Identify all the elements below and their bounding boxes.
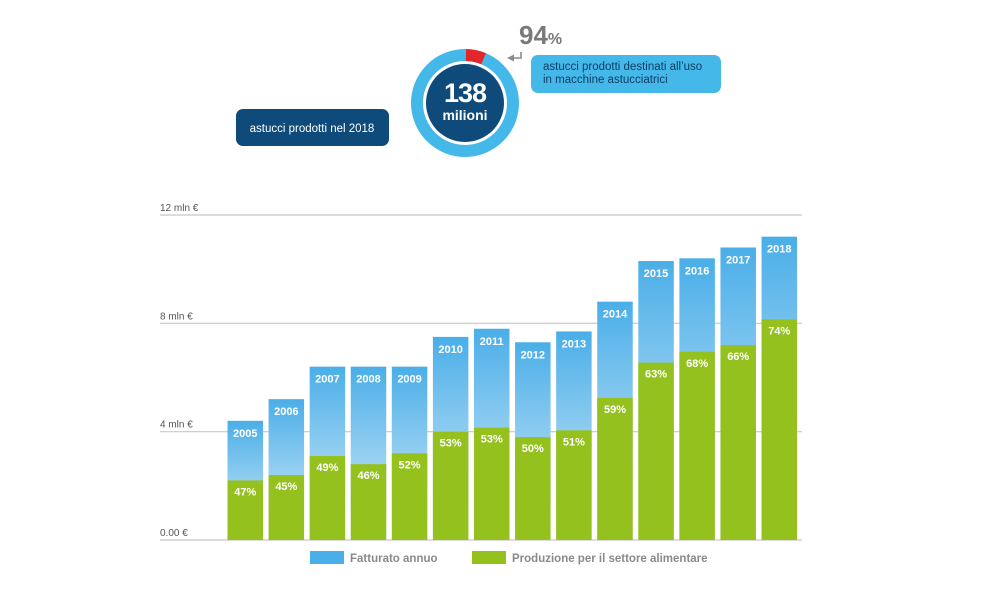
donut-center <box>426 64 504 142</box>
donut-total-value: 138 <box>444 78 487 108</box>
bar-food <box>597 397 633 540</box>
bar-percent-label: 52% <box>399 459 421 471</box>
bar-food <box>679 351 715 540</box>
callout-share <box>531 55 721 93</box>
legend-label-food: Produzione per il settore alimentare <box>512 553 708 565</box>
bar-percent-label: 51% <box>563 436 585 448</box>
share-percent-sign: % <box>548 31 562 48</box>
legend-swatch-food <box>472 551 506 564</box>
y-tick-label: 8 mln € <box>160 311 193 322</box>
bar-year-label: 2014 <box>603 309 628 321</box>
bar-food <box>391 453 428 540</box>
bar-percent-label: 59% <box>604 404 626 416</box>
callout-total <box>236 109 389 146</box>
bar-year-label: 2005 <box>233 428 257 440</box>
callout-total-text: astucci prodotti nel 2018 <box>250 123 375 135</box>
bar-year-label: 2010 <box>438 344 462 356</box>
legend-swatch-revenue <box>310 551 344 564</box>
bar-percent-label: 49% <box>316 462 338 474</box>
bar-food <box>720 345 756 540</box>
bar-food <box>638 362 674 540</box>
bar-year-label: 2013 <box>562 338 586 350</box>
bar-year-label: 2017 <box>726 255 750 267</box>
donut-group: 138 milioni 94% astucci prodotti destina… <box>236 20 721 157</box>
bar-year-label: 2009 <box>397 374 421 386</box>
callout-share-line2: in macchine astucciatrici <box>543 74 668 86</box>
bar-food <box>556 430 592 540</box>
bar-year-label: 2007 <box>315 374 339 386</box>
bar-year-label: 2015 <box>644 268 668 280</box>
share-percent-value: 94 <box>519 20 548 50</box>
legend: Fatturato annuo Produzione per il settor… <box>310 551 708 565</box>
bar-percent-label: 66% <box>727 351 749 363</box>
bar-percent-label: 45% <box>275 481 297 493</box>
donut-gap-segment <box>465 49 486 65</box>
legend-label-revenue: Fatturato annuo <box>350 553 438 565</box>
bar-food <box>350 464 387 540</box>
y-tick-label: 4 mln € <box>160 420 193 431</box>
bar-percent-label: 47% <box>234 486 256 498</box>
share-arrow <box>513 52 522 59</box>
callout-share-line1: astucci prodotti destinati all’uso <box>543 61 702 73</box>
donut-ring <box>411 49 519 157</box>
bar-year-label: 2008 <box>356 374 380 386</box>
bar-percent-label: 63% <box>645 369 667 381</box>
bar-year-label: 2011 <box>480 336 504 348</box>
y-tick-label: 12 mln € <box>160 203 199 214</box>
bar-percent-label: 74% <box>768 325 790 337</box>
bar-food <box>268 475 305 540</box>
share-percent: 94% <box>519 20 562 50</box>
share-arrowhead <box>507 54 514 62</box>
bar-food <box>761 319 798 540</box>
donut-total-unit: milioni <box>442 107 487 123</box>
bar-percent-label: 53% <box>481 434 503 446</box>
bar-food <box>473 427 510 540</box>
bar-year-label: 2012 <box>521 349 545 361</box>
bar-percent-label: 50% <box>522 443 544 455</box>
bar-year-label: 2006 <box>274 406 298 418</box>
bar-percent-label: 46% <box>357 470 379 482</box>
bar-food <box>309 456 346 540</box>
y-tick-label: 0.00 € <box>160 528 188 539</box>
bar-percent-label: 68% <box>686 358 708 370</box>
bar-percent-label: 53% <box>440 438 462 450</box>
bar-chart: 0.00 € 4 mln € 8 mln € 12 mln € 2005 47% 2006 4… <box>160 203 802 541</box>
bar-food <box>515 437 551 540</box>
bar-year-label: 2018 <box>767 244 791 256</box>
bar-food <box>432 431 469 540</box>
bar-year-label: 2016 <box>685 265 709 277</box>
bar-food <box>227 480 263 540</box>
